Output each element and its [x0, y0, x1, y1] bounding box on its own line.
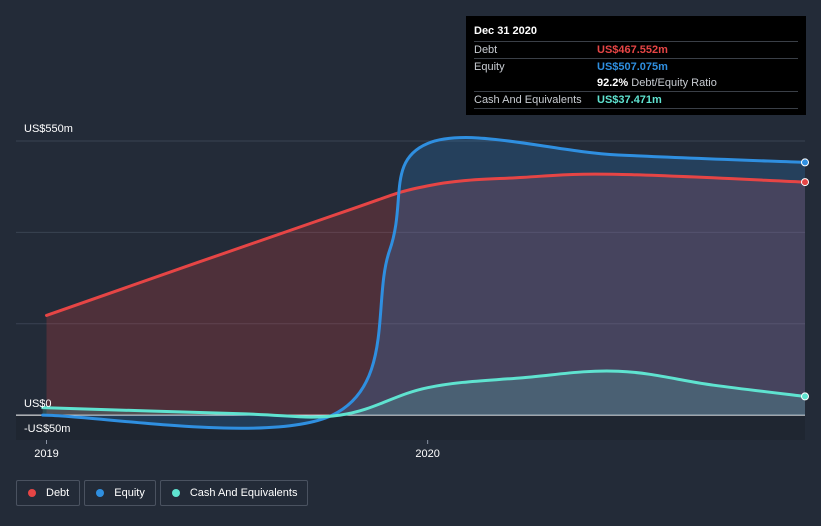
tooltip-debt-label: Debt — [474, 44, 498, 56]
area-debt — [46, 174, 806, 416]
series-end-markers — [801, 158, 809, 401]
tooltip-equity-value: US$507.075m — [597, 61, 668, 73]
end-marker-cash-and-equivalents — [801, 392, 809, 401]
tooltip-ratio-label — [474, 75, 597, 91]
chart-legend: Debt Equity Cash And Equivalents — [16, 480, 312, 506]
legend-item-debt[interactable]: Debt — [16, 480, 81, 506]
x-tick-label-1: 2020 — [415, 448, 439, 460]
end-marker-debt — [801, 178, 809, 187]
tooltip-cash-value: US$37.471m — [597, 94, 662, 106]
legend-dot-cash — [171, 489, 180, 497]
series-areas — [42, 137, 806, 429]
tooltip-row-debt: Debt US$467.552m — [474, 42, 798, 59]
line-equity — [41, 136, 807, 430]
legend-item-equity[interactable]: Equity — [84, 480, 156, 506]
tooltip-ratio-value: 92.2% Debt/Equity Ratio — [597, 75, 717, 91]
tooltip-ratio-number: 92.2% — [597, 77, 629, 89]
tooltip-date: Dec 31 2020 — [474, 25, 798, 42]
tooltip-ratio-caption: Debt/Equity Ratio — [631, 77, 717, 89]
tooltip-debt-value: US$467.552m — [597, 44, 668, 56]
tooltip-row-cash: Cash And Equivalents US$37.471m — [474, 92, 798, 109]
legend-label-cash: Cash And Equivalents — [189, 487, 298, 499]
legend-dot-debt — [28, 489, 36, 497]
data-tooltip: Dec 31 2020 Debt US$467.552m Equity US$5… — [466, 16, 806, 115]
negative-band — [16, 415, 805, 440]
legend-item-cash[interactable]: Cash And Equivalents — [159, 480, 309, 506]
area-cash-and-equivalents — [42, 370, 806, 418]
series-lines — [41, 136, 807, 430]
legend-label-equity: Equity — [114, 487, 145, 499]
legend-label-debt: Debt — [46, 487, 70, 499]
line-cash-and-equivalents — [41, 369, 807, 419]
axis-tick-labels: US$550m US$0 -US$50m 2019 2020 — [24, 123, 440, 460]
end-marker-equity — [801, 158, 809, 167]
y-tick-label-2: -US$50m — [24, 423, 70, 435]
line-debt — [44, 172, 807, 317]
y-tick-label-1: US$0 — [24, 398, 52, 410]
tooltip-equity-label: Equity — [474, 61, 505, 73]
legend-dot-equity — [96, 489, 105, 497]
y-tick-label-0: US$550m — [24, 123, 73, 135]
tooltip-row-ratio: 92.2% Debt/Equity Ratio — [474, 75, 798, 92]
tooltip-row-equity: Equity US$507.075m — [474, 59, 798, 75]
x-tick-label-0: 2019 — [34, 448, 58, 460]
tooltip-cash-label: Cash And Equivalents — [474, 94, 582, 106]
area-equity — [42, 137, 806, 429]
